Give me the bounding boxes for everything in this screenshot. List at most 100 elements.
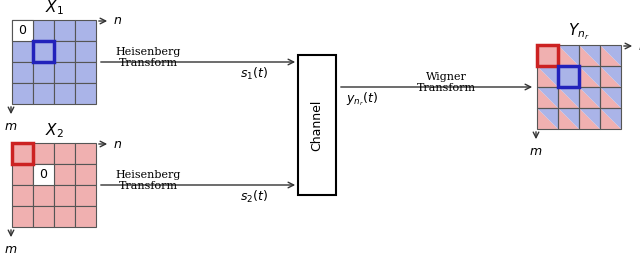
Bar: [537, 66, 558, 87]
Polygon shape: [558, 45, 579, 66]
Bar: [54, 185, 75, 206]
Polygon shape: [579, 108, 600, 129]
Bar: [600, 108, 621, 129]
Polygon shape: [579, 66, 600, 87]
Polygon shape: [600, 66, 621, 87]
Polygon shape: [579, 66, 600, 87]
Text: $m$: $m$: [529, 145, 543, 158]
Polygon shape: [558, 45, 579, 66]
Bar: [558, 87, 579, 108]
Bar: [600, 66, 621, 87]
Bar: [33, 164, 54, 185]
Bar: [75, 143, 96, 164]
Text: 0: 0: [19, 24, 26, 37]
Text: $n$: $n$: [638, 40, 640, 52]
Bar: [33, 143, 54, 164]
Bar: [33, 164, 54, 185]
Bar: [54, 83, 75, 104]
Text: 0: 0: [40, 168, 47, 181]
Bar: [537, 45, 558, 66]
Polygon shape: [600, 87, 621, 108]
Polygon shape: [558, 66, 579, 87]
Text: $m$: $m$: [4, 120, 18, 133]
Polygon shape: [558, 87, 579, 108]
Bar: [600, 45, 621, 66]
Bar: [600, 87, 621, 108]
Polygon shape: [600, 108, 621, 129]
Text: Heisenberg: Heisenberg: [115, 47, 180, 57]
Bar: [75, 62, 96, 83]
Bar: [54, 20, 75, 41]
Polygon shape: [579, 45, 600, 66]
Bar: [558, 66, 579, 87]
Bar: [537, 45, 558, 66]
Bar: [54, 41, 75, 62]
Bar: [12, 143, 33, 164]
Text: $n$: $n$: [113, 138, 122, 150]
Polygon shape: [558, 108, 579, 129]
Bar: [33, 83, 54, 104]
Bar: [75, 20, 96, 41]
Bar: [54, 62, 75, 83]
Bar: [579, 45, 600, 66]
Polygon shape: [579, 87, 600, 108]
Polygon shape: [537, 108, 558, 129]
Bar: [558, 108, 579, 129]
Bar: [537, 108, 558, 129]
Bar: [12, 62, 33, 83]
Bar: [12, 20, 33, 41]
Bar: [75, 164, 96, 185]
Bar: [75, 83, 96, 104]
Text: Wigner: Wigner: [426, 72, 467, 82]
Polygon shape: [600, 45, 621, 66]
Bar: [12, 20, 33, 41]
Bar: [54, 143, 75, 164]
Polygon shape: [600, 66, 621, 87]
Bar: [33, 206, 54, 227]
Bar: [579, 87, 600, 108]
Polygon shape: [579, 45, 600, 66]
Polygon shape: [537, 87, 558, 108]
Bar: [12, 164, 33, 185]
Bar: [54, 206, 75, 227]
Polygon shape: [558, 66, 579, 87]
Bar: [75, 206, 96, 227]
Text: Transform: Transform: [417, 83, 476, 93]
Bar: [298, 55, 336, 195]
Text: Transform: Transform: [118, 58, 177, 68]
Bar: [33, 20, 54, 41]
Bar: [12, 83, 33, 104]
Text: $Y_{n_r}$: $Y_{n_r}$: [568, 21, 590, 42]
Polygon shape: [600, 45, 621, 66]
Text: $s_1(t)$: $s_1(t)$: [240, 66, 268, 82]
Bar: [12, 185, 33, 206]
Bar: [75, 41, 96, 62]
Bar: [12, 206, 33, 227]
Polygon shape: [579, 108, 600, 129]
Text: $y_{n_r}(t)$: $y_{n_r}(t)$: [346, 90, 378, 108]
Bar: [537, 87, 558, 108]
Bar: [75, 185, 96, 206]
Bar: [579, 66, 600, 87]
Polygon shape: [579, 87, 600, 108]
Text: $n$: $n$: [113, 14, 122, 28]
Bar: [33, 41, 54, 62]
Text: Channel: Channel: [310, 99, 323, 151]
Bar: [33, 62, 54, 83]
Polygon shape: [600, 87, 621, 108]
Polygon shape: [558, 87, 579, 108]
Bar: [54, 164, 75, 185]
Polygon shape: [600, 108, 621, 129]
Text: $X_1$: $X_1$: [45, 0, 63, 17]
Bar: [33, 41, 54, 62]
Bar: [12, 143, 33, 164]
Bar: [579, 108, 600, 129]
Bar: [558, 45, 579, 66]
Polygon shape: [537, 87, 558, 108]
Text: $X_2$: $X_2$: [45, 121, 63, 140]
Bar: [33, 185, 54, 206]
Polygon shape: [558, 108, 579, 129]
Bar: [558, 66, 579, 87]
Text: Heisenberg: Heisenberg: [115, 170, 180, 180]
Text: $m$: $m$: [4, 243, 18, 256]
